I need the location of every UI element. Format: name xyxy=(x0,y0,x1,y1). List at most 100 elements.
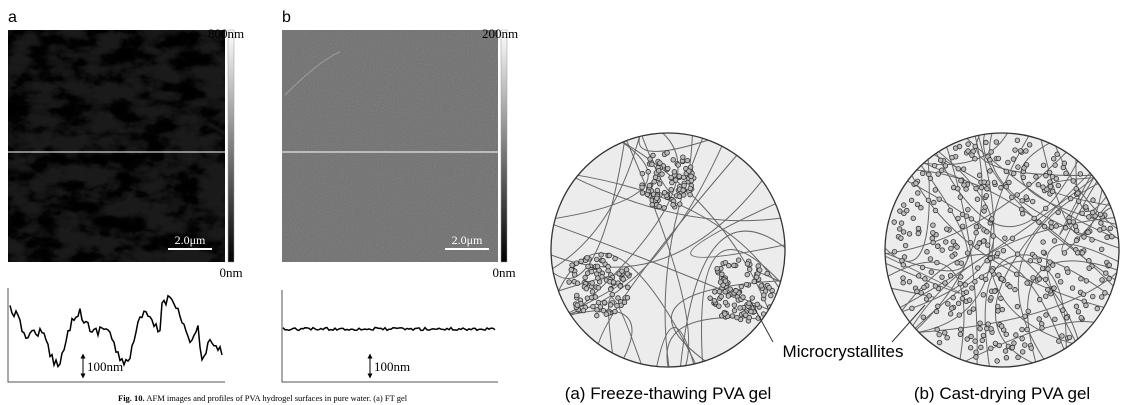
crystallite xyxy=(647,183,652,188)
crystallite xyxy=(730,314,735,319)
crystallite xyxy=(984,140,989,145)
crystallite xyxy=(921,315,926,320)
crystallite xyxy=(594,257,599,262)
crystallite xyxy=(1060,308,1065,313)
crystallite xyxy=(615,303,620,308)
crystallite xyxy=(995,359,1000,364)
crystallite xyxy=(749,309,754,314)
crystallite xyxy=(1028,258,1033,263)
crystallite xyxy=(611,280,616,285)
crystallite xyxy=(1068,196,1073,201)
crystallite xyxy=(1031,276,1036,281)
crystallite xyxy=(584,286,589,291)
crystallite xyxy=(653,175,658,180)
crystallite xyxy=(915,191,920,196)
crystallite xyxy=(981,292,986,297)
crystallite xyxy=(977,241,982,246)
crystallite xyxy=(732,308,737,313)
crystallite xyxy=(1043,206,1048,211)
crystallite xyxy=(1053,163,1058,168)
crystallite xyxy=(1099,295,1104,300)
crystallite xyxy=(986,322,991,327)
crystallite xyxy=(1064,171,1069,176)
afm-texture xyxy=(8,30,225,262)
crystallite xyxy=(1024,149,1029,154)
crystallite xyxy=(689,178,694,183)
crystallite xyxy=(1037,317,1042,322)
crystallite xyxy=(754,275,759,280)
crystallite xyxy=(723,300,728,305)
crystallite xyxy=(920,171,925,176)
crystallite xyxy=(610,292,615,297)
panel-a: a 2.0μm 800nm 0nm 100nm xyxy=(8,9,244,382)
crystallite xyxy=(1016,165,1021,170)
crystallite xyxy=(927,294,932,299)
crystallite xyxy=(656,168,661,173)
crystallite xyxy=(907,279,912,284)
panel-label: a xyxy=(8,9,17,26)
crystallite xyxy=(892,249,897,254)
crystallite xyxy=(688,186,693,191)
crystallite xyxy=(907,232,912,237)
crystallite xyxy=(738,306,743,311)
colorbar-max: 800nm xyxy=(208,26,244,41)
crystallite xyxy=(949,306,954,311)
crystallite xyxy=(928,257,933,262)
crystallite xyxy=(1032,216,1037,221)
crystallite xyxy=(669,187,674,192)
crystallite xyxy=(767,285,772,290)
crystallite xyxy=(1021,175,1026,180)
crystallite xyxy=(1049,225,1054,230)
crystallite xyxy=(901,276,906,281)
crystallite xyxy=(981,333,986,338)
crystallite xyxy=(1034,175,1039,180)
crystallite xyxy=(943,240,948,245)
crystallite xyxy=(916,231,921,236)
crystallite xyxy=(625,272,630,277)
crystallite xyxy=(1084,205,1089,210)
crystallite xyxy=(995,251,1000,256)
crystallite xyxy=(677,202,682,207)
crystallite xyxy=(1074,228,1079,233)
crystallite xyxy=(931,231,936,236)
colorbar xyxy=(228,30,234,262)
crystallite xyxy=(1050,189,1055,194)
crystallite xyxy=(625,295,630,300)
crystallite xyxy=(726,294,731,299)
crystallite xyxy=(618,284,623,289)
crystallite xyxy=(916,226,921,231)
crystallite xyxy=(1066,270,1071,275)
crystallite xyxy=(956,301,961,306)
crystallite xyxy=(607,253,612,258)
crystallite xyxy=(712,290,717,295)
crystallite xyxy=(964,214,969,219)
crystallite xyxy=(1010,236,1015,241)
crystallite xyxy=(933,284,938,289)
crystallite xyxy=(1004,355,1009,360)
crystallite xyxy=(943,164,948,169)
crystallite xyxy=(596,300,601,305)
crystallite xyxy=(931,240,936,245)
crystallite xyxy=(1004,184,1009,189)
crystallite xyxy=(937,197,942,202)
crystallite xyxy=(988,346,993,351)
crystallite xyxy=(1046,287,1051,292)
crystallite xyxy=(950,155,955,160)
crystallite xyxy=(1014,272,1019,277)
crystallite xyxy=(929,270,934,275)
crystallite xyxy=(901,203,906,208)
crystallite xyxy=(971,307,976,312)
callout-label: Microcrystallites xyxy=(783,342,904,361)
crystallite xyxy=(968,240,973,245)
crystallite xyxy=(689,174,694,179)
crystallite xyxy=(965,251,970,256)
crystallite xyxy=(1051,156,1056,161)
crystallite xyxy=(958,332,963,337)
crystallite xyxy=(978,321,983,326)
crystallite xyxy=(762,293,767,298)
crystallite xyxy=(964,290,969,295)
crystallite xyxy=(898,209,903,214)
crystallite xyxy=(955,245,960,250)
crystallite xyxy=(989,327,994,332)
crystallite xyxy=(1016,355,1021,360)
